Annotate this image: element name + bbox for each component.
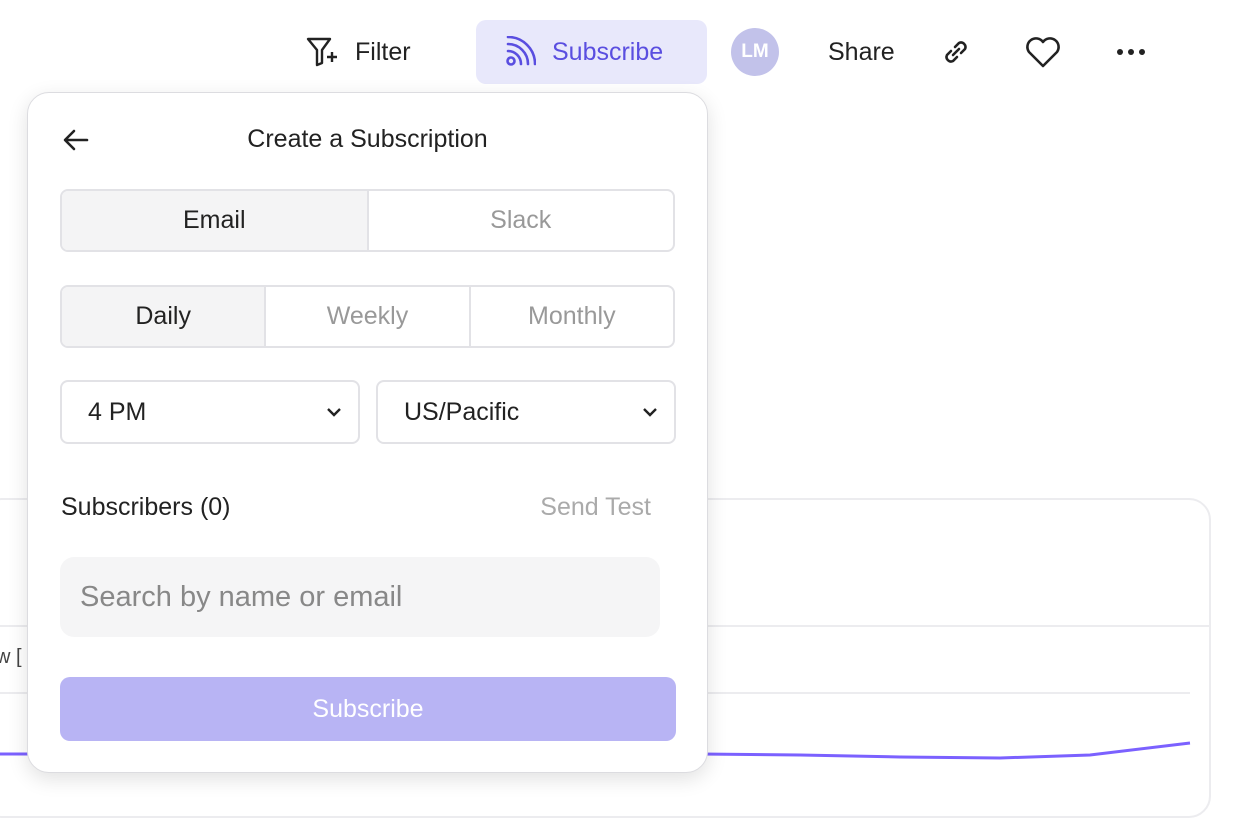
subscribers-label: Subscribers (0) xyxy=(61,493,231,521)
timezone-value: US/Pacific xyxy=(404,397,520,426)
copy-link-button[interactable] xyxy=(940,20,972,84)
favorite-button[interactable] xyxy=(1024,20,1062,84)
subscription-popover: Create a Subscription Email Slack Daily … xyxy=(27,92,708,773)
share-button[interactable]: Share xyxy=(828,37,895,66)
send-test-button[interactable]: Send Test xyxy=(540,493,651,521)
popover-title: Create a Subscription xyxy=(247,125,488,153)
tab-monthly[interactable]: Monthly xyxy=(468,287,673,346)
time-value: 4 PM xyxy=(88,397,147,426)
avatar[interactable]: LM xyxy=(731,28,779,76)
tab-weekly[interactable]: Weekly xyxy=(264,287,468,346)
filter-button[interactable]: Filter xyxy=(305,20,411,84)
heart-icon xyxy=(1026,37,1060,68)
partial-label: w [ xyxy=(0,646,22,668)
subscribe-toolbar-button[interactable]: Subscribe xyxy=(476,20,707,84)
tab-email[interactable]: Email xyxy=(62,191,367,250)
toolbar: Filter Subscribe LM Share xyxy=(0,20,1234,84)
more-icon xyxy=(1117,49,1145,55)
tab-slack[interactable]: Slack xyxy=(366,191,674,250)
subscribe-submit-button[interactable]: Subscribe xyxy=(60,677,676,741)
filter-label: Filter xyxy=(355,37,411,66)
tab-daily[interactable]: Daily xyxy=(62,287,265,346)
frequency-toggle: Daily Weekly Monthly xyxy=(60,285,675,348)
arrow-left-icon xyxy=(63,129,89,151)
subscriber-search-input[interactable] xyxy=(60,557,660,637)
chevron-down-icon xyxy=(327,408,341,417)
subscribe-label: Subscribe xyxy=(552,37,664,66)
back-button[interactable] xyxy=(62,127,90,159)
time-select[interactable]: 4 PM xyxy=(60,380,360,444)
rss-icon xyxy=(506,36,536,66)
chevron-down-icon xyxy=(643,408,657,417)
more-button[interactable] xyxy=(1116,20,1146,84)
filter-add-icon xyxy=(306,37,337,67)
link-icon xyxy=(945,41,967,63)
channel-toggle: Email Slack xyxy=(60,189,675,252)
timezone-select[interactable]: US/Pacific xyxy=(376,380,676,444)
